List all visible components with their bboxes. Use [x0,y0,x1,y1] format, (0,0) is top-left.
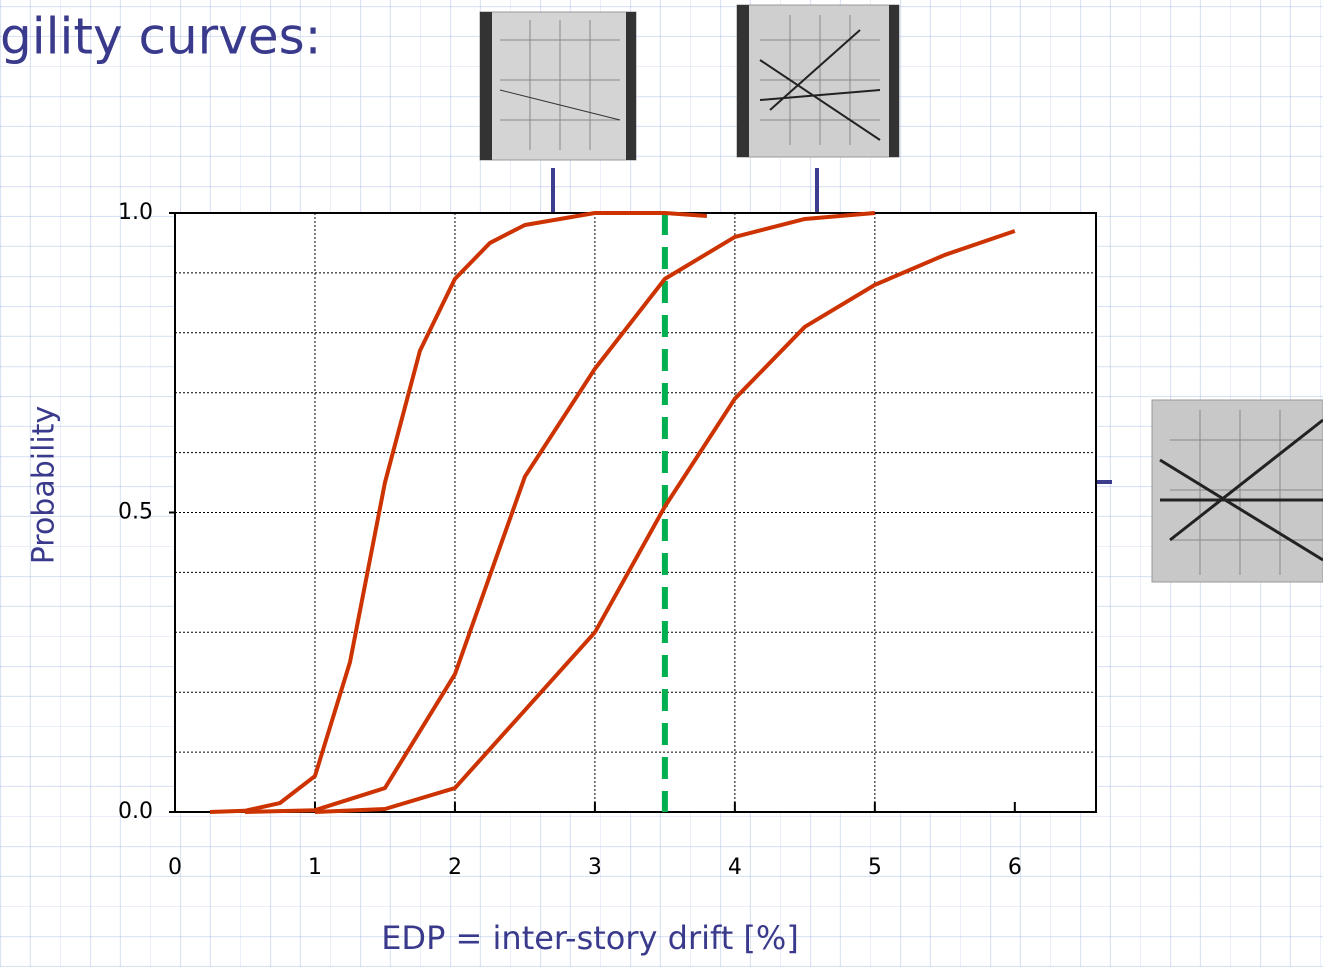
photo-1 [480,12,636,160]
x-tick-label: 0 [168,855,182,880]
x-tick-label: 4 [728,855,742,880]
x-tick-label: 6 [1008,855,1022,880]
x-tick-label: 5 [868,855,882,880]
photo-2 [737,5,899,157]
page: gility curves: Probability EDP = inter-s… [0,0,1323,967]
x-tick-label: 1 [308,855,322,880]
slide: gility curves: Probability EDP = inter-s… [0,0,1323,967]
y-tick-label: 1.0 [118,200,153,225]
y-tick-label: 0.5 [118,500,153,525]
x-axis-label: EDP = inter-story drift [%] [381,919,799,957]
photo-3 [1152,400,1323,582]
y-axis-label: Probability [27,406,62,565]
y-tick-label: 0.0 [118,799,153,824]
x-tick-label: 2 [448,855,462,880]
x-tick-label: 3 [588,855,602,880]
plot: 0.0 0.5 1.0 0 1 2 3 4 5 6 [118,200,1096,880]
slide-title: gility curves: [0,8,321,66]
